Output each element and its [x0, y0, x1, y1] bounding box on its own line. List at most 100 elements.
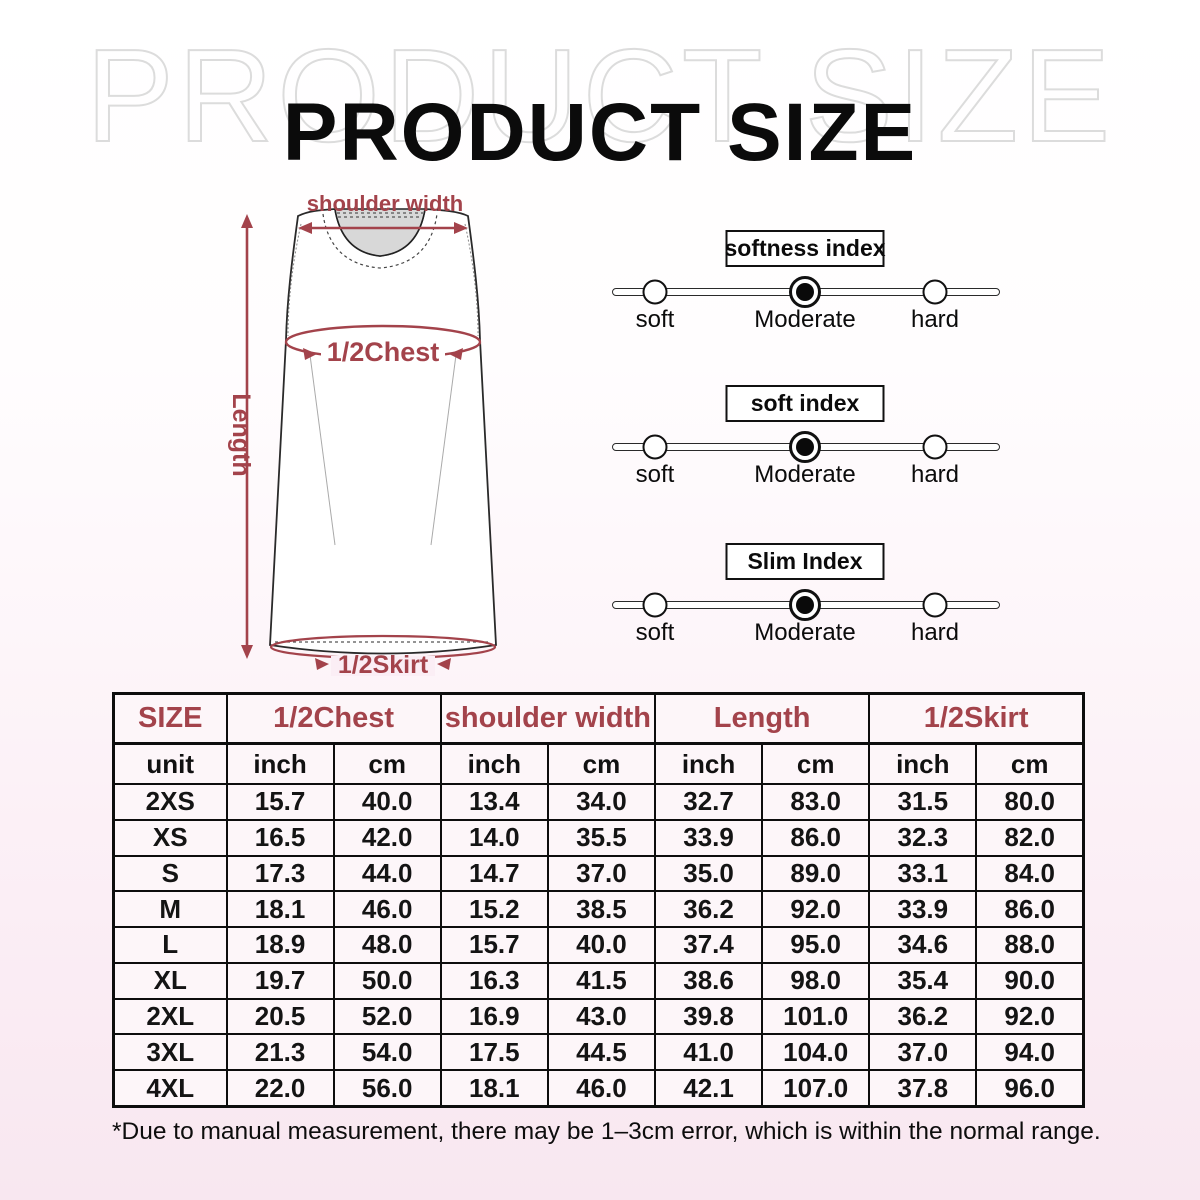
softness-label-hard: hard — [910, 306, 960, 333]
size-cell: 2XS — [112, 783, 228, 821]
chest-label-backing — [321, 340, 445, 364]
value-cell: 92.0 — [975, 997, 1085, 1036]
soft-index-title-box: soft index — [725, 385, 885, 422]
unit-cell: cm — [761, 742, 871, 785]
neckline-back-panel — [334, 208, 426, 257]
soft-label-soft: soft — [635, 461, 675, 488]
slim-index-slider: Slim Index soft Moderate hard — [600, 543, 1010, 648]
value-cell: 18.1 — [225, 890, 335, 929]
value-cell: 37.4 — [653, 926, 764, 964]
table-row-xl: XL 19.7 50.0 16.3 41.5 38.6 98.0 35.4 90… — [112, 961, 1085, 1000]
size-cell: M — [112, 890, 228, 929]
table-header-row: SIZE 1/2Chest shoulder width Length 1/2S… — [112, 692, 1085, 745]
value-cell: 107.0 — [761, 1069, 871, 1108]
slim-label-hard: hard — [910, 619, 960, 646]
size-table: SIZE 1/2Chest shoulder width Length 1/2S… — [112, 692, 1085, 1108]
value-cell: 35.5 — [546, 818, 657, 857]
soft-label-moderate: Moderate — [754, 461, 856, 488]
size-cell: L — [112, 926, 228, 964]
header-half-skirt: 1/2Skirt — [868, 692, 1085, 745]
value-cell: 42.0 — [332, 818, 442, 857]
neckline-front-dashed — [322, 213, 438, 269]
table-row-2xs: 2XS 15.7 40.0 13.4 34.0 32.7 83.0 31.5 8… — [112, 783, 1085, 821]
slim-knob-soft — [642, 592, 668, 618]
value-cell: 50.0 — [332, 961, 442, 1000]
watermark-title: PRODUCT SIZE — [85, 22, 1115, 169]
value-cell: 20.5 — [225, 997, 335, 1036]
value-cell: 13.4 — [439, 783, 549, 821]
value-cell: 44.0 — [332, 854, 442, 893]
unit-cell: inch — [439, 742, 549, 785]
value-cell: 80.0 — [975, 783, 1085, 821]
unit-row: unit inch cm inch cm inch cm inch cm — [112, 742, 1085, 785]
softness-knob-hard — [922, 279, 948, 305]
length-arrowhead-bottom — [241, 645, 253, 659]
value-cell: 41.0 — [653, 1033, 764, 1072]
value-cell: 40.0 — [332, 783, 442, 821]
value-cell: 22.0 — [225, 1069, 335, 1108]
shoulder-width-label: shoulder width — [307, 191, 463, 216]
unit-cell: inch — [225, 742, 335, 785]
value-cell: 92.0 — [761, 890, 871, 929]
value-cell: 83.0 — [761, 783, 871, 821]
softness-knob-moderate-selected — [789, 276, 821, 308]
table-row-m: M 18.1 46.0 15.2 38.5 36.2 92.0 33.9 86.… — [112, 890, 1085, 929]
value-cell: 15.7 — [225, 783, 335, 821]
skirt-arrowhead-left — [315, 658, 329, 670]
armhole-stitch-left — [287, 223, 302, 337]
value-cell: 101.0 — [761, 997, 871, 1036]
soft-knob-soft — [642, 434, 668, 460]
unit-cell: inch — [653, 742, 764, 785]
table-row-s: S 17.3 44.0 14.7 37.0 35.0 89.0 33.1 84.… — [112, 854, 1085, 893]
soft-index-slider: soft index soft Moderate hard — [600, 385, 1010, 490]
value-cell: 86.0 — [761, 818, 871, 857]
header-size: SIZE — [112, 692, 228, 745]
value-cell: 38.6 — [653, 961, 764, 1000]
value-cell: 14.7 — [439, 854, 549, 893]
size-cell: 4XL — [112, 1069, 228, 1108]
chest-label: 1/2Chest — [327, 337, 440, 367]
value-cell: 16.9 — [439, 997, 549, 1036]
table-row-l: L 18.9 48.0 15.7 40.0 37.4 95.0 34.6 88.… — [112, 926, 1085, 964]
value-cell: 44.5 — [546, 1033, 657, 1072]
value-cell: 40.0 — [546, 926, 657, 964]
fold-line-right — [430, 354, 457, 546]
value-cell: 36.2 — [868, 997, 978, 1036]
table-row-2xl: 2XL 20.5 52.0 16.9 43.0 39.8 101.0 36.2 … — [112, 997, 1085, 1036]
slim-knob-moderate-selected — [789, 589, 821, 621]
soft-index-title: soft index — [750, 390, 860, 416]
page-title: PRODUCT SIZE — [282, 87, 918, 178]
softness-knob-soft — [642, 279, 668, 305]
size-cell: XL — [112, 961, 228, 1000]
value-cell: 15.7 — [439, 926, 549, 964]
value-cell: 34.0 — [546, 783, 657, 821]
value-cell: 39.8 — [653, 997, 764, 1036]
value-cell: 48.0 — [332, 926, 442, 964]
value-cell: 21.3 — [225, 1033, 335, 1072]
value-cell: 33.1 — [868, 854, 978, 893]
softness-label-soft: soft — [635, 306, 675, 333]
length-arrowhead-top — [241, 214, 253, 228]
header-length: Length — [653, 692, 871, 745]
value-cell: 84.0 — [975, 854, 1085, 893]
slim-knob-hard — [922, 592, 948, 618]
header-shoulder-width: shoulder width — [439, 692, 657, 745]
size-cell: S — [112, 854, 228, 893]
chest-arrowhead-left — [303, 348, 317, 360]
value-cell: 46.0 — [332, 890, 442, 929]
value-cell: 34.6 — [868, 926, 978, 964]
table-row-4xl: 4XL 22.0 56.0 18.1 46.0 42.1 107.0 37.8 … — [112, 1069, 1085, 1108]
selected-dot — [796, 283, 814, 301]
header-half-chest: 1/2Chest — [225, 692, 442, 745]
value-cell: 35.0 — [653, 854, 764, 893]
value-cell: 15.2 — [439, 890, 549, 929]
size-cell: 3XL — [112, 1033, 228, 1072]
size-cell: XS — [112, 818, 228, 857]
value-cell: 32.7 — [653, 783, 764, 821]
table-row-3xl: 3XL 21.3 54.0 17.5 44.5 41.0 104.0 37.0 … — [112, 1033, 1085, 1072]
unit-cell: cm — [332, 742, 442, 785]
unit-cell: unit — [112, 742, 228, 785]
unit-cell: cm — [546, 742, 657, 785]
soft-knob-hard — [922, 434, 948, 460]
dress-measurement-diagram: 1/2Chest 1/2Skirt shoulder width Length — [227, 191, 497, 679]
